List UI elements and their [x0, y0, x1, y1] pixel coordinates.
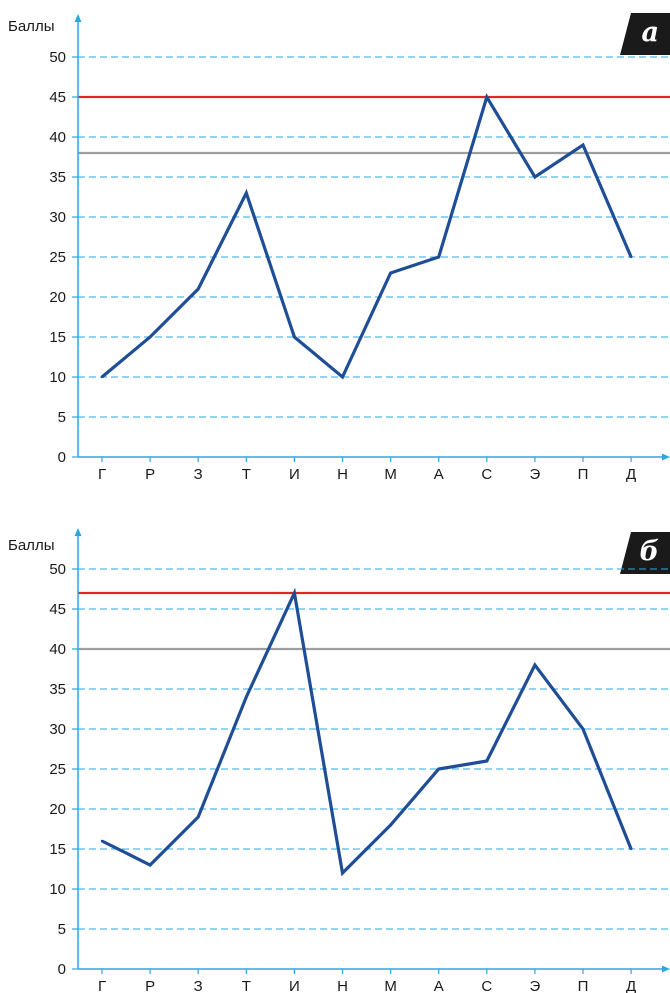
- y-tick-label: 10: [49, 881, 66, 898]
- x-tick-label: П: [578, 466, 589, 483]
- x-tick-label: Э: [530, 466, 541, 483]
- data-point: [341, 375, 344, 379]
- data-point: [197, 287, 200, 291]
- x-tick-label: Р: [145, 466, 155, 483]
- data-point: [629, 847, 633, 851]
- x-tick-label: З: [194, 466, 203, 483]
- y-axis-title: Баллы: [8, 537, 55, 554]
- y-tick-label: 45: [49, 601, 66, 618]
- y-tick-label: 5: [58, 921, 66, 938]
- data-point: [245, 695, 248, 699]
- panel-label: а: [641, 17, 660, 48]
- y-tick-label: 30: [49, 209, 66, 226]
- x-tick-label: Т: [242, 978, 251, 993]
- panel-badge: а: [620, 13, 670, 55]
- y-tick-label: 50: [49, 49, 66, 66]
- y-tick-label: 10: [49, 369, 66, 386]
- data-point: [148, 863, 152, 867]
- y-axis-arrow: [74, 528, 82, 536]
- chart-panel-a: Баллы а 0 5 10 15 20 25 30 35 40 45 50 Г Р З Т И Н М А С Э П Д: [0, 0, 670, 483]
- x-tick-label: И: [289, 978, 300, 993]
- x-axis-arrow: [662, 453, 670, 461]
- data-point: [437, 255, 440, 259]
- data-point: [533, 663, 537, 667]
- series-line: [101, 587, 633, 877]
- data-point: [581, 727, 585, 731]
- x-tick-label: И: [289, 466, 300, 483]
- x-tick-label: С: [481, 466, 492, 483]
- data-point: [100, 375, 104, 379]
- y-tick-label: 15: [49, 329, 66, 346]
- x-tick-label: С: [481, 978, 492, 993]
- data-point: [293, 335, 296, 339]
- x-tick-label: Г: [98, 978, 106, 993]
- x-tick-label: А: [434, 466, 444, 483]
- y-tick-label: 20: [49, 289, 66, 306]
- x-tick-label: Г: [98, 466, 106, 483]
- data-point: [148, 335, 152, 339]
- x-tick-label: Н: [337, 466, 348, 483]
- y-axis-title: Баллы: [8, 18, 55, 35]
- y-tick-label: 25: [49, 761, 66, 778]
- chart-panel-b: Баллы б 0 5 10 15 20 25 30 35 40 45 50 Г Р З Т И Н М А С Э П Д: [0, 505, 670, 993]
- data-point: [100, 839, 104, 843]
- data-point: [341, 871, 344, 875]
- y-tick-label: 0: [58, 449, 66, 466]
- x-tick-label: Д: [626, 978, 636, 993]
- line-chart-b: 0 5 10 15 20 25 30 35 40 45 50 Г Р З Т И Н М А С Э П Д: [49, 528, 670, 993]
- y-tick-label: 45: [49, 89, 66, 106]
- x-axis-arrow: [662, 965, 670, 973]
- y-tick-label: 15: [49, 841, 66, 858]
- data-point: [629, 255, 633, 259]
- data-point: [293, 591, 296, 595]
- data-point: [581, 143, 585, 147]
- x-tick-label: Д: [626, 466, 636, 483]
- x-tick-label: А: [434, 978, 444, 993]
- y-tick-label: 35: [49, 169, 66, 186]
- y-tick-label: 5: [58, 409, 66, 426]
- x-tick-label: Н: [337, 978, 348, 993]
- data-point: [389, 823, 392, 827]
- x-tick-label: Т: [242, 466, 251, 483]
- x-tick-label: Р: [145, 978, 155, 993]
- data-point: [533, 175, 537, 179]
- data-point: [485, 759, 488, 763]
- data-point: [389, 271, 392, 275]
- x-tick-label: М: [384, 466, 397, 483]
- y-tick-label: 50: [49, 561, 66, 578]
- y-tick-label: 40: [49, 641, 66, 658]
- y-tick-label: 35: [49, 681, 66, 698]
- data-point: [245, 191, 248, 195]
- y-tick-label: 40: [49, 129, 66, 146]
- y-axis-arrow: [74, 14, 82, 22]
- panel-badge: б: [620, 532, 670, 574]
- y-tick-label: 30: [49, 721, 66, 738]
- x-tick-label: М: [384, 978, 397, 993]
- x-tick-label: Э: [530, 978, 541, 993]
- series-line: [100, 93, 633, 380]
- data-point: [485, 95, 488, 99]
- y-tick-label: 0: [58, 961, 66, 978]
- line-chart-a: 0 5 10 15 20 25 30 35 40 45 50 Г Р З Т И Н М А С Э П Д: [49, 14, 670, 483]
- x-tick-label: П: [578, 978, 589, 993]
- x-tick-label: З: [194, 978, 203, 993]
- data-point: [197, 815, 200, 819]
- data-point: [437, 767, 440, 771]
- panel-label: б: [639, 536, 660, 567]
- y-tick-label: 20: [49, 801, 66, 818]
- y-tick-label: 25: [49, 249, 66, 266]
